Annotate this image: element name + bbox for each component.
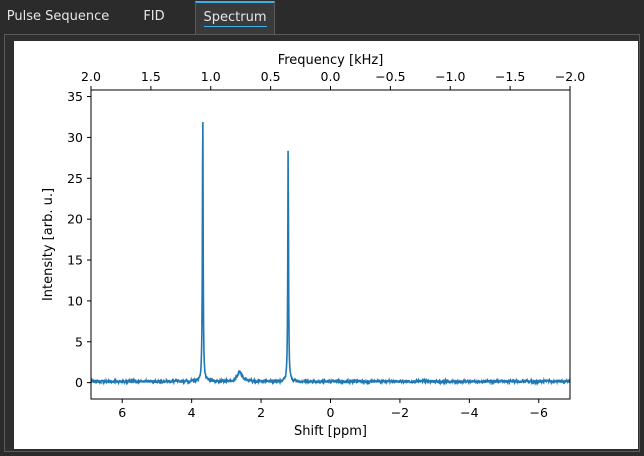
tab-pulse-sequence-label: Pulse Sequence [6,9,110,24]
tab-fid-label: FID [143,9,165,24]
tab-bar: Pulse Sequence FID Spectrum [0,0,644,35]
y-tick-label: 10 [67,293,83,308]
spectrum-series-line [90,122,571,386]
tab-pulse-sequence[interactable]: Pulse Sequence [4,2,112,32]
top-x-tick-label: 2.0 [81,69,101,84]
x-tick-label: −4 [460,405,478,420]
top-x-tick-label: −2.0 [555,69,585,84]
tab-fid[interactable]: FID [128,2,180,32]
plot-canvas: 6 4 2 0 −2 −4 −6 0 5 10 15 20 25 30 35 2.0 1.5 1.0 0.5 0.0−… [14,41,638,449]
plot-frame [90,89,571,400]
spectrum-panel: 6 4 2 0 −2 −4 −6 0 5 10 15 20 25 30 35 2.0 1.5 1.0 0.5 0.0−… [4,34,640,452]
tab-spectrum[interactable]: Spectrum [195,1,275,35]
x-tick-label: 6 [118,405,126,420]
y-tick-label: 30 [67,130,83,145]
y-tick-label: 5 [75,334,83,349]
top-x-tick-label: 1.5 [141,69,161,84]
x-axis-label: Shift [ppm] [294,424,367,439]
tab-spectrum-label: Spectrum [203,10,267,27]
top-x-tick-label: −0.5 [375,69,405,84]
top-x-tick-label: −1.5 [495,69,525,84]
y-tick-label: 0 [75,375,83,390]
y-tick-label: 25 [67,171,83,186]
y-tick-label: 15 [67,253,83,268]
x-tick-label: −6 [530,405,548,420]
y-tick-label: 20 [67,212,83,227]
x-tick-label: 0 [327,405,335,420]
top-x-tick-label: 0.0 [321,69,341,84]
x-tick-label: 4 [188,405,196,420]
x-tick-label: 2 [257,405,265,420]
y-axis-label: Intensity [arb. u.] [41,188,56,301]
y-tick-label: 35 [67,89,83,104]
top-x-axis-label: Frequency [kHz] [278,53,384,68]
x-tick-label: −2 [391,405,409,420]
top-x-tick-label: 0.5 [261,69,281,84]
top-x-tick-label: 1.0 [201,69,221,84]
top-x-tick-label: −1.0 [435,69,465,84]
